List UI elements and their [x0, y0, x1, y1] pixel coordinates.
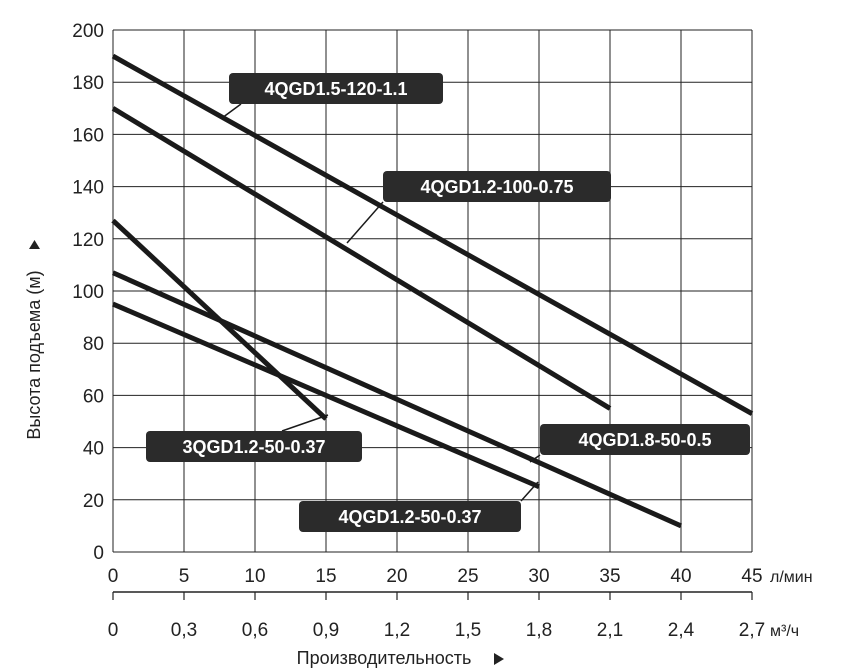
x-tick-label-m3h: 0 [108, 620, 119, 641]
y-tick-label: 140 [72, 178, 104, 199]
series-label-box [540, 424, 750, 455]
label-leader-line [221, 103, 242, 119]
x-tick-label-lpm: 40 [670, 566, 691, 587]
series-label-text: 3QGD1.2-50-0.37 [182, 437, 325, 457]
series-label-text: 4QGD1.5-120-1.1 [264, 79, 407, 99]
x-tick-label-lpm: 5 [179, 566, 190, 587]
series-line [111, 106, 612, 411]
series-line [112, 301, 540, 490]
label-leader-line [346, 201, 384, 244]
series-label: 4QGD1.2-50-0.37 [299, 501, 521, 532]
series-label: 4QGD1.5-120-1.1 [229, 73, 443, 104]
x-tick-label-lpm: 20 [386, 566, 407, 587]
x-tick-label-lpm: 15 [315, 566, 336, 587]
label-leader-line [520, 481, 539, 502]
series-labels: 4QGD1.5-120-1.1 4QGD1.2-100-0.75 3QGD1.2-5… [146, 73, 750, 532]
series-label-text: 4QGD1.2-50-0.37 [338, 507, 481, 527]
y-tick-label: 160 [72, 125, 104, 146]
series-label-box [146, 431, 362, 462]
series-line [111, 270, 683, 529]
x-tick-label-m3h: 0,9 [313, 620, 339, 641]
series-label-text: 4QGD1.2-100-0.75 [420, 177, 573, 197]
y-tick-label: 80 [83, 334, 104, 355]
y-tick-label: 0 [93, 543, 104, 564]
series-label-text: 4QGD1.8-50-0.5 [578, 430, 711, 450]
y-tick-labels: 0 20 40 60 80 100 120 140 160 180 200 [72, 21, 104, 564]
y-tick-label: 20 [83, 491, 104, 512]
x-axis-title: Производительность [297, 648, 504, 668]
series-line [111, 53, 754, 416]
series-label: 4QGD1.2-100-0.75 [383, 171, 611, 202]
y-axis-title: Высота подъема (м) [24, 240, 44, 440]
series-label-box [299, 501, 521, 532]
label-leader-line [529, 454, 541, 463]
x-tick-label-m3h: 2,4 [668, 620, 695, 641]
y-tick-label: 40 [83, 439, 104, 460]
x-tick-label-lpm: 45 [741, 566, 762, 587]
y-tick-label: 100 [72, 282, 104, 303]
series-label: 4QGD1.8-50-0.5 [540, 424, 750, 455]
x-tick-labels-m3h: 0 0,3 0,6 0,9 1,2 1,5 1,8 2,1 2,4 2,7 [108, 592, 765, 641]
y-tick-label: 120 [72, 230, 104, 251]
x-unit-lpm: л/мин [770, 569, 813, 586]
x-tick-label-lpm: 10 [244, 566, 265, 587]
label-leader-line [281, 414, 329, 432]
y-tick-label: 200 [72, 21, 104, 42]
x-tick-label-lpm: 35 [599, 566, 620, 587]
label-leaders [221, 103, 541, 502]
x-tick-label-m3h: 2,1 [597, 620, 623, 641]
x-tick-label-m3h: 1,8 [526, 620, 552, 641]
y-axis-arrow-icon [29, 240, 40, 249]
x-tick-label-m3h: 0,3 [171, 620, 197, 641]
series-label: 3QGD1.2-50-0.37 [146, 431, 362, 462]
x-unit-m3h: м³/ч [770, 623, 799, 640]
x-tick-label-m3h: 1,5 [455, 620, 481, 641]
x-tick-label-m3h: 0,6 [242, 620, 268, 641]
series-label-box [383, 171, 611, 202]
svg-text:Производительность: Производительность [297, 648, 472, 668]
x-tick-label-lpm: 0 [108, 566, 119, 587]
series-lines [111, 53, 754, 529]
x-tick-labels-lpm: 0 5 10 15 20 25 30 35 40 45 [108, 566, 763, 587]
y-tick-label: 60 [83, 386, 104, 407]
x-axis-arrow-icon [494, 653, 504, 665]
y-tick-label: 180 [72, 73, 104, 94]
x-tick-label-m3h: 2,7 [739, 620, 765, 641]
svg-text:Высота подъема (м): Высота подъема (м) [24, 270, 44, 439]
series-label-box [229, 73, 443, 104]
x-tick-label-m3h: 1,2 [384, 620, 410, 641]
x-tick-label-lpm: 30 [528, 566, 549, 587]
x-tick-label-lpm: 25 [457, 566, 478, 587]
